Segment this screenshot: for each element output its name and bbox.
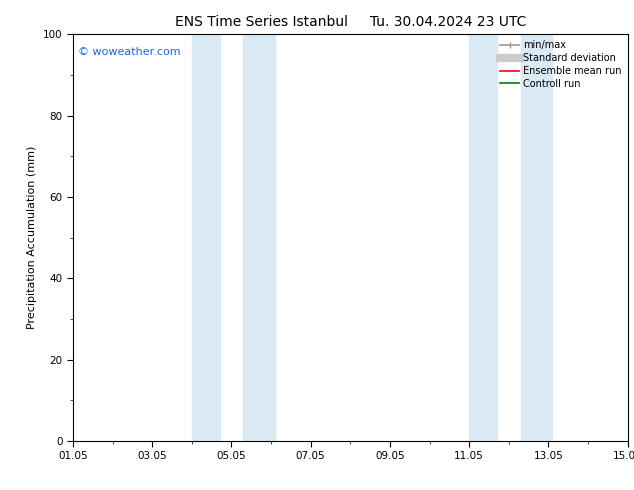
Y-axis label: Precipitation Accumulation (mm): Precipitation Accumulation (mm)	[27, 146, 37, 329]
Legend: min/max, Standard deviation, Ensemble mean run, Controll run: min/max, Standard deviation, Ensemble me…	[496, 36, 626, 93]
Bar	[521, 34, 552, 441]
Text: © woweather.com: © woweather.com	[79, 47, 181, 56]
Bar	[243, 34, 275, 441]
Title: ENS Time Series Istanbul     Tu. 30.04.2024 23 UTC: ENS Time Series Istanbul Tu. 30.04.2024 …	[174, 15, 526, 29]
Bar	[469, 34, 497, 441]
Bar	[191, 34, 219, 441]
